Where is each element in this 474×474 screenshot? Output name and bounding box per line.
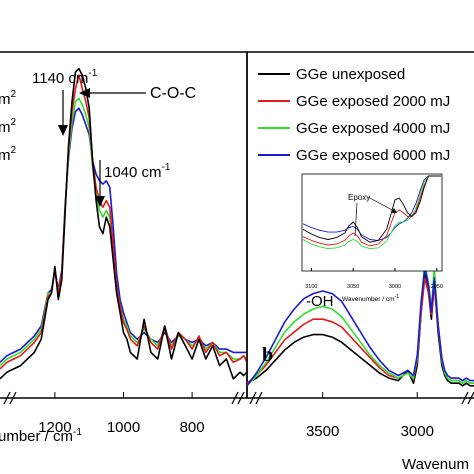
inset-series-gge-exposed-4000-mj [302, 175, 441, 250]
panel-b-label: b [262, 344, 273, 366]
panel-b-series-gge-exposed-4000-mj [246, 262, 474, 387]
inset-epoxy-arrow-2 [367, 196, 397, 213]
legend-label-gge-unexposed: GGe unexposed [296, 66, 405, 83]
inset-series-gge-exposed-6000-mj [302, 175, 441, 241]
panel-a: 1200 1000 800 umber / cm-1 m2 m2 m2 1140 c… [0, 51, 248, 445]
legend-label-gge-exposed-6000-mj: GGe exposed 6000 mJ [296, 147, 450, 164]
inset-x-axis-label: Wavenumber / cm-1 [342, 294, 399, 303]
legend-fragment-2: m2 [0, 117, 17, 136]
inset-series-gge-unexposed [302, 175, 441, 243]
panel-a-tick-label-1200: 1200 [38, 419, 71, 436]
annotation-coc: C-O-C [150, 85, 196, 102]
legend-label-gge-exposed-4000-mj: GGe exposed 4000 mJ [296, 120, 450, 137]
panel-a-series-gge-unexposed [0, 67, 248, 380]
inset-frame [301, 173, 443, 272]
inset-epoxy-arrow-1 [354, 202, 358, 237]
panel-a-tick-label-800: 800 [180, 419, 205, 436]
inset-epoxy-arrow-2-head [391, 208, 397, 213]
panel-b-tick-label-3000: 3000 [401, 423, 434, 440]
panel-a-plot-area [0, 67, 248, 380]
annotation-1040: 1040 cm-1 [104, 162, 171, 181]
panel-b-axis-break-left [249, 391, 263, 405]
inset-oh-label: -OH [306, 293, 334, 310]
panel-b-tick-label-3500: 3500 [306, 423, 339, 440]
inset-series-gge-exposed-2000-mj [302, 175, 441, 247]
legend-fragment-3: m2 [0, 145, 17, 164]
panel-b-legend: GGe unexposed GGe exposed 2000 mJ GGe expo… [258, 66, 450, 164]
panel-a-x-axis-label: umber / cm-1 [0, 427, 82, 445]
panel-a-axis-break-left [3, 391, 17, 405]
panel-a-axis-break-right [231, 391, 245, 405]
inset-plot-area [302, 175, 441, 250]
arrow-1140-head [58, 125, 68, 136]
panel-a-tick-label-1000: 1000 [107, 419, 140, 436]
panel-b-x-axis-label: Wavenum [402, 456, 469, 473]
arrow-coc-head [79, 88, 90, 98]
legend-fragment-1: m2 [0, 89, 17, 108]
panel-b-series-gge-unexposed [246, 272, 474, 387]
inset-tick-label-3100: 3100 [305, 284, 317, 290]
annotation-1140: 1140 cm-1 [32, 68, 98, 87]
inset-tick-label-2950: 2950 [431, 284, 443, 290]
inset-x-ticks: 3100 3050 3000 2950 [305, 268, 443, 290]
panel-b: 3500 3000 Wavenum b GGe unexposed GGe expo… [246, 51, 474, 473]
inset-tick-label-3000: 3000 [389, 284, 401, 290]
panel-a-x-ticks: 1200 1000 800 [38, 392, 205, 436]
inset-tick-label-3050: 3050 [347, 284, 359, 290]
panel-a-series-gge-exposed-2000-mj [0, 74, 248, 370]
panel-b-x-ticks: 3500 3000 [306, 392, 434, 440]
panel-b-series-gge-exposed-6000-mj [246, 267, 474, 387]
inset-annotation-epoxy: Epoxy [348, 193, 370, 202]
arrow-1040-head [95, 196, 105, 207]
panel-b-axis-break-right [461, 391, 474, 405]
legend-label-gge-exposed-2000-mj: GGe exposed 2000 mJ [296, 93, 450, 110]
panel-a-series-gge-exposed-4000-mj [0, 97, 248, 367]
inset: 3100 3050 3000 2950 Wavenumber / cm-1 Epoxy… [301, 173, 443, 310]
panel-b-plot-area [246, 262, 474, 387]
